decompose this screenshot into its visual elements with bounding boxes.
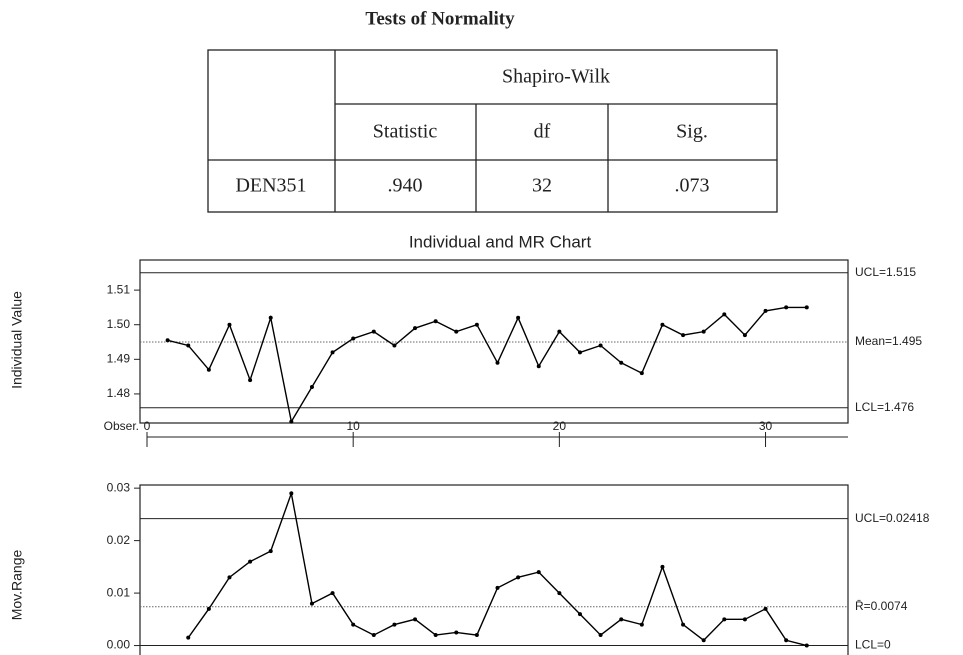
x-tick-label: 30 bbox=[759, 419, 773, 433]
table-cell: 32 bbox=[532, 175, 552, 197]
data-point bbox=[166, 338, 170, 342]
table-column-header: Statistic bbox=[373, 121, 438, 143]
data-point bbox=[599, 633, 603, 637]
series-line bbox=[188, 493, 807, 645]
x-axis-label: Obser. bbox=[104, 419, 139, 433]
data-point bbox=[392, 623, 396, 627]
data-point bbox=[248, 560, 252, 564]
control-line-label: Mean=1.495 bbox=[855, 334, 922, 348]
control-line-label: UCL=0.02418 bbox=[855, 511, 930, 525]
y-axis-label: Mov.Range bbox=[9, 550, 25, 621]
data-point bbox=[599, 343, 603, 347]
data-point bbox=[475, 633, 479, 637]
y-axis-label: Individual Value bbox=[9, 291, 25, 389]
table-column-header: Sig. bbox=[676, 121, 708, 143]
table-title: Tests of Normality bbox=[365, 8, 515, 29]
page: Tests of Normality Shapiro-Wilk Statisti… bbox=[0, 0, 963, 655]
data-point bbox=[537, 570, 541, 574]
x-tick-label: 0 bbox=[144, 419, 151, 433]
y-tick-label: 1.48 bbox=[107, 386, 131, 400]
chart-title: Individual and MR Chart bbox=[409, 232, 592, 251]
data-point bbox=[660, 565, 664, 569]
y-tick-label: 1.50 bbox=[107, 317, 131, 331]
data-point bbox=[557, 330, 561, 334]
data-point bbox=[331, 591, 335, 595]
data-point bbox=[702, 330, 706, 334]
table-group-header: Shapiro-Wilk bbox=[502, 66, 610, 88]
table-column-header: df bbox=[534, 121, 551, 143]
data-point bbox=[640, 371, 644, 375]
data-point bbox=[310, 602, 314, 606]
data-point bbox=[681, 333, 685, 337]
plot-frame bbox=[140, 260, 848, 423]
data-point bbox=[413, 326, 417, 330]
series-line bbox=[168, 307, 807, 421]
data-point bbox=[784, 638, 788, 642]
data-point bbox=[207, 368, 211, 372]
control-line-label: LCL=0 bbox=[855, 638, 891, 652]
y-tick-label: 0.02 bbox=[107, 533, 131, 547]
data-point bbox=[351, 337, 355, 341]
data-point bbox=[289, 420, 293, 424]
data-point bbox=[660, 323, 664, 327]
data-point bbox=[454, 630, 458, 634]
data-point bbox=[186, 343, 190, 347]
data-point bbox=[557, 591, 561, 595]
data-point bbox=[578, 350, 582, 354]
table-row-header: DEN351 bbox=[235, 175, 306, 197]
data-point bbox=[743, 333, 747, 337]
data-point bbox=[537, 364, 541, 368]
data-point bbox=[722, 312, 726, 316]
y-tick-label: 0.01 bbox=[107, 585, 131, 599]
data-point bbox=[784, 305, 788, 309]
data-point bbox=[269, 316, 273, 320]
data-point bbox=[681, 623, 685, 627]
data-point bbox=[269, 549, 273, 553]
data-point bbox=[702, 638, 706, 642]
data-point bbox=[619, 361, 623, 365]
data-point bbox=[372, 633, 376, 637]
x-tick-label: 10 bbox=[347, 419, 361, 433]
data-point bbox=[227, 323, 231, 327]
control-line-label: R̄=0.0074 bbox=[855, 599, 908, 613]
plot-frame bbox=[140, 485, 848, 655]
data-point bbox=[516, 316, 520, 320]
data-point bbox=[372, 330, 376, 334]
data-point bbox=[722, 617, 726, 621]
data-point bbox=[764, 309, 768, 313]
y-tick-label: 1.49 bbox=[107, 351, 131, 365]
data-point bbox=[331, 350, 335, 354]
data-point bbox=[496, 586, 500, 590]
data-point bbox=[454, 330, 458, 334]
data-point bbox=[640, 623, 644, 627]
data-point bbox=[207, 607, 211, 611]
data-point bbox=[310, 385, 314, 389]
data-point bbox=[413, 617, 417, 621]
y-tick-label: 1.51 bbox=[107, 282, 131, 296]
table-cell: .073 bbox=[675, 175, 710, 197]
control-line-label: LCL=1.476 bbox=[855, 400, 914, 414]
y-tick-label: 0.03 bbox=[107, 480, 131, 494]
data-point bbox=[475, 323, 479, 327]
data-point bbox=[516, 575, 520, 579]
x-tick-label: 20 bbox=[553, 419, 567, 433]
data-point bbox=[578, 612, 582, 616]
data-point bbox=[351, 623, 355, 627]
table-cell: .940 bbox=[388, 175, 423, 197]
data-point bbox=[227, 575, 231, 579]
data-point bbox=[805, 644, 809, 648]
data-point bbox=[496, 361, 500, 365]
data-point bbox=[392, 343, 396, 347]
data-point bbox=[289, 491, 293, 495]
data-point bbox=[434, 319, 438, 323]
data-point bbox=[248, 378, 252, 382]
control-line-label: UCL=1.515 bbox=[855, 265, 916, 279]
data-point bbox=[186, 636, 190, 640]
data-point bbox=[805, 305, 809, 309]
data-point bbox=[764, 607, 768, 611]
y-tick-label: 0.00 bbox=[107, 638, 131, 652]
data-point bbox=[434, 633, 438, 637]
data-point bbox=[743, 617, 747, 621]
data-point bbox=[619, 617, 623, 621]
